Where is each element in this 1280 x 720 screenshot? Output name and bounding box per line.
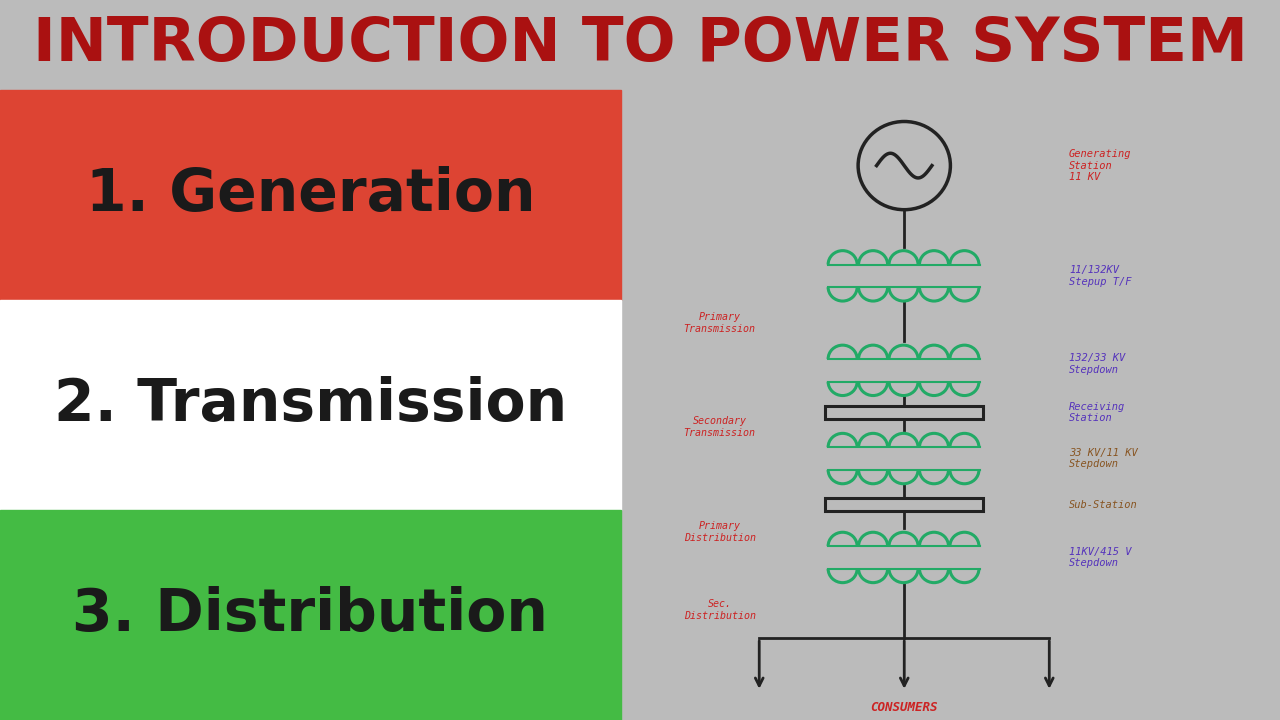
Bar [826,405,983,420]
Text: CONSUMERS: CONSUMERS [870,701,938,714]
Text: 33 KV/11 KV
Stepdown: 33 KV/11 KV Stepdown [1069,448,1138,469]
Text: Primary
Distribution: Primary Distribution [684,521,755,543]
Text: 132/33 KV
Stepdown: 132/33 KV Stepdown [1069,354,1125,375]
Text: INTRODUCTION TO POWER SYSTEM: INTRODUCTION TO POWER SYSTEM [32,16,1248,74]
Bar [826,498,983,511]
Text: 3. Distribution: 3. Distribution [73,587,548,644]
Text: 11KV/415 V
Stepdown: 11KV/415 V Stepdown [1069,546,1132,568]
Bar [0,90,621,300]
Text: Sec.
Distribution: Sec. Distribution [684,599,755,621]
Bar [0,300,621,510]
Text: 2. Transmission: 2. Transmission [54,377,567,433]
Text: 11/132KV
Stepup T/F: 11/132KV Stepup T/F [1069,265,1132,287]
Text: Generating
Station
11 KV: Generating Station 11 KV [1069,149,1132,182]
Text: 1. Generation: 1. Generation [86,166,535,223]
Text: Secondary
Transmission: Secondary Transmission [684,416,755,438]
Text: Sub-Station: Sub-Station [1069,500,1138,510]
Text: Receiving
Station: Receiving Station [1069,402,1125,423]
Text: Primary
Transmission: Primary Transmission [684,312,755,334]
Bar [0,510,621,720]
